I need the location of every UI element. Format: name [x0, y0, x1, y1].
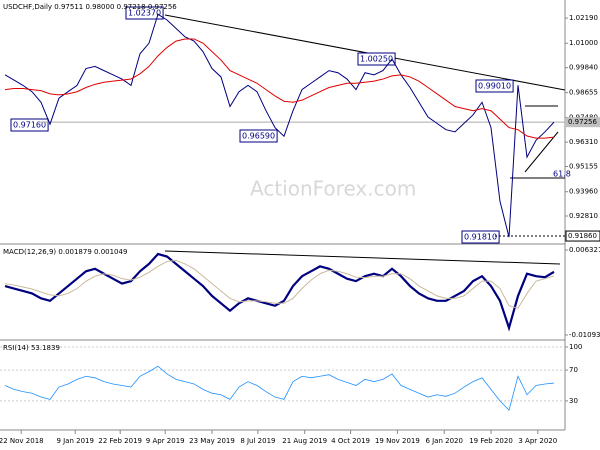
annotation: 61.8: [553, 170, 571, 179]
trend-line: [164, 250, 561, 265]
last-price-box: [566, 117, 600, 128]
x-tick-label: 19 Feb 2020: [469, 437, 513, 445]
y-tick-label: 0.95155: [569, 163, 598, 171]
y-tick-label: 30: [569, 397, 578, 405]
x-tick-label: 3 Apr 2020: [518, 437, 557, 445]
y-tick-label: 0.98655: [569, 89, 598, 97]
x-tick-label: 9 Apr 2019: [146, 437, 185, 445]
annotation-box: [475, 79, 514, 93]
annotation: 0.91810: [464, 233, 497, 242]
y-tick-label: 100: [569, 343, 582, 351]
x-tick-label: 6 Jan 2020: [425, 437, 463, 445]
pane-title: MACD(12,26,9) 0.001879 0.001049: [3, 248, 127, 256]
y-tick-label: 1.01000: [569, 39, 598, 47]
series-line: [4, 13, 555, 238]
y-tick-label: -0.010939: [569, 331, 600, 339]
annotation: 0.99010: [478, 82, 511, 91]
annotation-box: [461, 230, 500, 244]
watermark: ActionForex.com: [250, 177, 416, 201]
x-tick-label: 19 Nov 2019: [375, 437, 420, 445]
annotation: 0.96590: [242, 132, 275, 141]
series-line: [4, 38, 555, 139]
annotation-box: [239, 129, 278, 143]
y-tick-label: 0.93960: [569, 188, 598, 196]
x-tick-label: 4 Oct 2019: [331, 437, 370, 445]
annotation: 1.02370: [128, 9, 161, 18]
annotation: 0.97160: [13, 121, 46, 130]
pane-title: USDCHF,Daily 0.97511 0.98000 0.97218 0.9…: [3, 3, 177, 11]
x-tick-label: 21 Aug 2019: [282, 437, 327, 445]
y-tick-label: 0.99840: [569, 64, 598, 72]
x-tick-label: 22 Nov 2018: [0, 437, 44, 445]
y-tick-label: 0.006321: [569, 246, 600, 254]
annotation: 1.00250: [360, 55, 393, 64]
x-tick-label: 22 Feb 2019: [98, 437, 142, 445]
series-line: [4, 365, 555, 411]
level-box: [565, 230, 600, 242]
y-tick-label: 0.92810: [569, 212, 598, 220]
trend-line: [524, 131, 559, 173]
annotation-box: [125, 6, 164, 20]
y-tick-label: 70: [569, 366, 578, 374]
y-tick-label: 0.96310: [569, 138, 598, 146]
x-tick-label: 23 May 2019: [189, 437, 235, 445]
x-tick-label: 8 Jul 2019: [240, 437, 275, 445]
level-label: 0.91860: [568, 232, 597, 240]
annotations: 1.02370 0.97160 0.96590 1.00250 0.99010 0.918…: [10, 6, 571, 244]
annotation-box: [10, 118, 49, 132]
series-line: [4, 259, 555, 309]
last-price-label: 0.97256: [568, 118, 597, 126]
pane-title: RSI(14) 53.1839: [3, 344, 60, 352]
x-tick-label: 9 Jan 2019: [56, 437, 94, 445]
annotation-box: [357, 52, 396, 66]
y-tick-label: 1.02190: [569, 14, 598, 22]
